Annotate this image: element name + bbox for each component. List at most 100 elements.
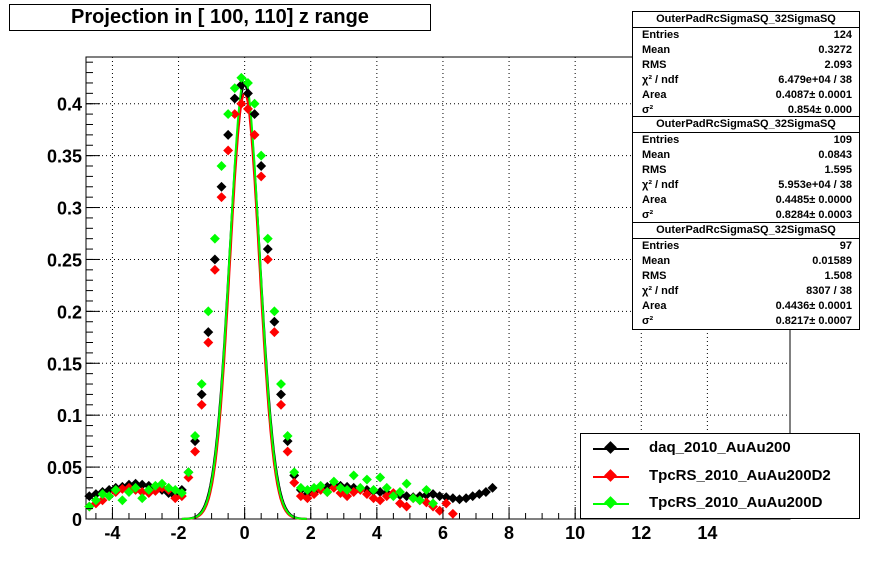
data-point: [441, 492, 452, 503]
stats-row: RMS 2.093: [633, 58, 859, 73]
stats-label: Mean: [642, 255, 671, 267]
data-point: [361, 474, 372, 485]
stats-label: σ²: [642, 209, 654, 221]
data-point: [447, 493, 458, 504]
stats-panel-title: OuterPadRcSigmaSQ_32SigmaSQ: [633, 223, 859, 239]
legend-marker-diamond: [604, 441, 617, 454]
stats-row: Area 0.4436± 0.0001: [633, 299, 859, 314]
data-point: [388, 491, 399, 502]
data-point: [269, 327, 280, 338]
data-point: [256, 171, 267, 182]
stats-label: χ² / ndf: [642, 74, 679, 86]
y-tick-label: 0.2: [57, 302, 82, 322]
stats-value: 0.4087± 0.0001: [775, 89, 852, 101]
axes: -4 -2 0 2 4 6 8 10 12 14 0 0.05 0.1 0.15 0.2 0.25 0.3 0.3…: [47, 61, 791, 543]
data-point: [309, 489, 320, 500]
stats-label: Entries: [642, 29, 680, 41]
data-point: [243, 78, 253, 88]
data-point: [157, 478, 167, 489]
data-point: [203, 327, 214, 338]
stats-panel-title: OuterPadRcSigmaSQ_32SigmaSQ: [633, 12, 859, 28]
data-point: [209, 264, 220, 275]
data-point: [190, 446, 201, 457]
data-point: [196, 379, 207, 389]
data-point: [269, 316, 280, 327]
data-point: [434, 505, 445, 516]
stats-row: σ² 0.8284± 0.0003: [633, 208, 859, 223]
data-point: [355, 482, 366, 493]
stats-label: RMS: [642, 59, 667, 71]
stats-value: 0.8217± 0.0007: [775, 315, 852, 327]
data-point: [328, 476, 339, 487]
data-point: [196, 389, 207, 400]
stats-row: RMS 1.508: [633, 269, 859, 284]
data-point: [342, 484, 353, 495]
stats-label: Area: [642, 194, 667, 206]
y-tick-label: 0.3: [57, 199, 82, 219]
data-point: [130, 482, 141, 493]
stats-row: χ² / ndf 8307 / 38: [633, 284, 859, 299]
stats-value: 2.093: [824, 59, 852, 71]
data-point: [256, 161, 267, 171]
stats-row: RMS 1.595: [633, 163, 859, 178]
x-tick-label: 10: [565, 523, 585, 543]
data-point: [229, 109, 240, 120]
data-point: [236, 72, 247, 83]
data-point: [441, 498, 452, 509]
stats-value: 0.4485± 0.0000: [775, 194, 852, 206]
data-point: [262, 244, 273, 255]
data-point: [375, 472, 386, 483]
data-point: [315, 480, 326, 491]
data-point: [190, 430, 201, 441]
data-point: [282, 436, 293, 447]
y-tick-label: 0.35: [47, 147, 82, 167]
stats-label: Mean: [642, 149, 671, 161]
data-point: [196, 399, 207, 410]
stats-value: 124: [833, 29, 852, 41]
legend-label: TpcRS_2010_AuAu200D: [649, 494, 823, 511]
stats-row: Entries 124: [633, 28, 859, 43]
stats-value: 0.854± 0.000: [787, 104, 852, 116]
x-tick-label: 2: [306, 523, 316, 543]
y-tick-label: 0.15: [47, 354, 82, 374]
stats-panel-1: OuterPadRcSigmaSQ_32SigmaSQ Entries 109 Mea…: [632, 116, 860, 224]
stats-value: 0.4436± 0.0001: [775, 300, 852, 312]
stats-value: 8307 / 38: [806, 285, 852, 297]
y-tick-label: 0: [72, 510, 82, 530]
data-point: [183, 472, 194, 483]
legend-item-tpcrs-d: TpcRS_2010_AuAu200D: [581, 491, 859, 517]
data-point: [203, 306, 214, 317]
data-point: [223, 129, 234, 140]
stats-label: Area: [642, 89, 667, 101]
stats-label: RMS: [642, 270, 667, 282]
stats-label: σ²: [642, 104, 654, 116]
data-point: [243, 88, 253, 99]
legend-marker-diamond: [604, 469, 617, 482]
data-point: [209, 254, 220, 265]
data-point: [414, 495, 425, 506]
data-point: [269, 306, 280, 317]
data-point: [262, 233, 273, 244]
data-point: [289, 467, 300, 478]
stats-row: Area 0.4087± 0.0001: [633, 88, 859, 103]
y-tick-label: 0.25: [47, 250, 82, 270]
data-point: [375, 495, 386, 506]
data-point: [487, 482, 498, 493]
data-point: [480, 487, 491, 497]
y-tick-label: 0.4: [57, 95, 82, 115]
data-point: [401, 478, 412, 489]
data-point: [90, 495, 101, 506]
stats-value: 0.0843: [818, 149, 852, 161]
data-point: [236, 98, 247, 109]
data-point: [137, 493, 148, 504]
data-point: [176, 488, 187, 498]
data-point: [342, 491, 353, 502]
stats-value: 0.3272: [818, 44, 852, 56]
stats-row: χ² / ndf 5.953e+04 / 38: [633, 178, 859, 193]
stats-row: σ² 0.854± 0.000: [633, 103, 859, 118]
data-point: [223, 145, 234, 156]
stats-row: Mean 0.3272: [633, 43, 859, 58]
stats-label: χ² / ndf: [642, 179, 679, 191]
stats-value: 1.595: [824, 164, 852, 176]
y-tick-label: 0.1: [57, 406, 82, 426]
